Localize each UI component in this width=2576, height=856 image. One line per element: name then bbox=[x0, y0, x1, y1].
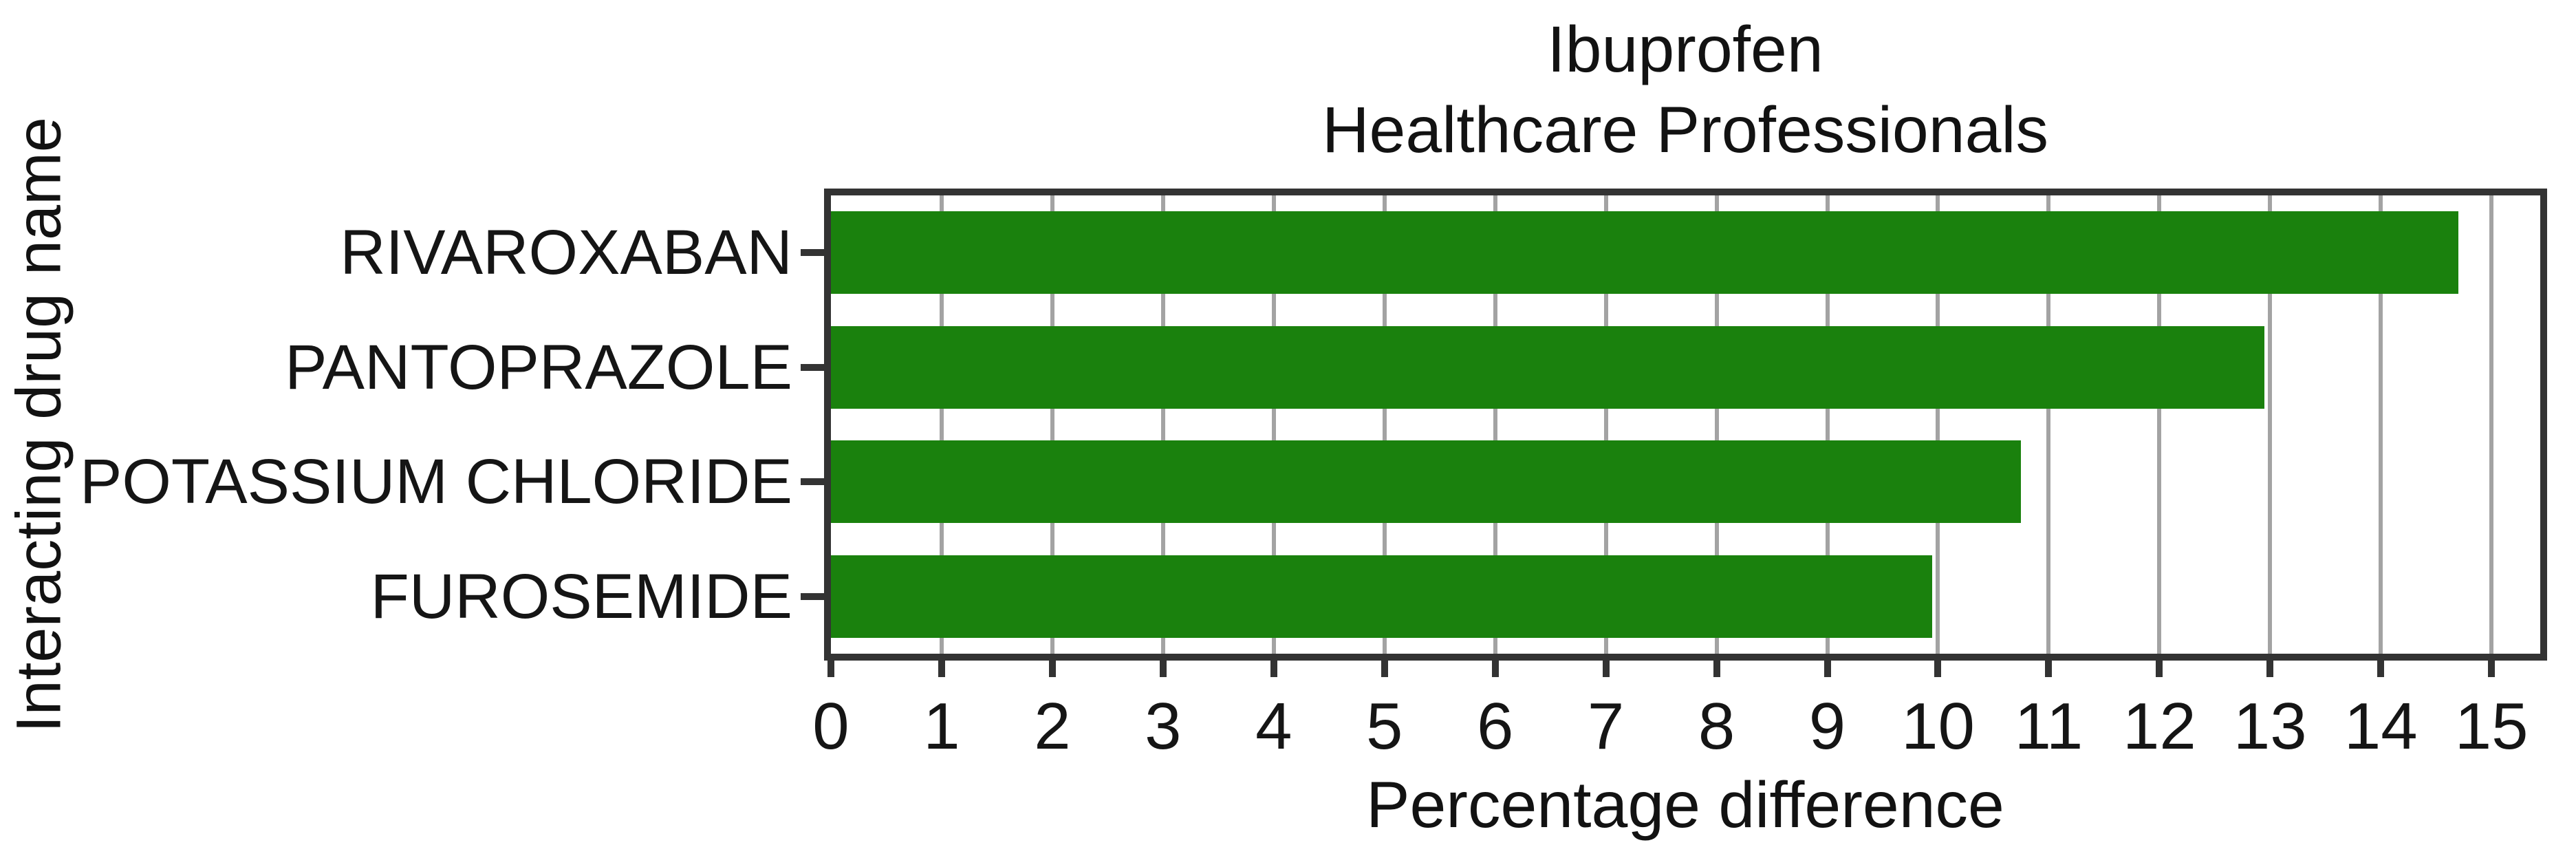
gridline-x11 bbox=[2046, 195, 2051, 654]
x-tick-label-9: 9 bbox=[1808, 689, 1846, 763]
gridline-x15 bbox=[2489, 195, 2494, 654]
x-axis-label: Percentage difference bbox=[1366, 769, 2004, 842]
y-tick-label-rivaroxaban: RIVAROXABAN bbox=[340, 217, 792, 288]
bar-pantoprazole bbox=[831, 325, 2265, 409]
gridline-x2 bbox=[1050, 195, 1054, 654]
gridline-x12 bbox=[2157, 195, 2162, 654]
x-tick-5 bbox=[1381, 654, 1388, 677]
x-tick-label-2: 2 bbox=[1034, 689, 1071, 763]
gridline-x6 bbox=[1493, 195, 1497, 654]
x-tick-14 bbox=[2377, 654, 2385, 677]
x-tick-label-12: 12 bbox=[2122, 689, 2196, 763]
y-tick-label-potassium-chloride: POTASSIUM CHLORIDE bbox=[80, 447, 792, 517]
gridline-x1 bbox=[939, 195, 944, 654]
x-tick-label-7: 7 bbox=[1587, 689, 1625, 763]
x-tick-label-6: 6 bbox=[1476, 689, 1514, 763]
x-tick-15 bbox=[2488, 654, 2496, 677]
x-tick-10 bbox=[1934, 654, 1942, 677]
x-tick-6 bbox=[1491, 654, 1499, 677]
y-tick-label-pantoprazole: PANTOPRAZOLE bbox=[285, 332, 792, 403]
y-tick-1 bbox=[801, 249, 824, 257]
x-tick-1 bbox=[938, 654, 945, 677]
x-tick-label-5: 5 bbox=[1366, 689, 1403, 763]
x-tick-label-15: 15 bbox=[2454, 689, 2529, 763]
gridline-x9 bbox=[1825, 195, 1830, 654]
x-tick-label-8: 8 bbox=[1698, 689, 1735, 763]
x-tick-label-1: 1 bbox=[923, 689, 960, 763]
gridline-x10 bbox=[1936, 195, 1940, 654]
y-tick-label-furosemide: FUROSEMIDE bbox=[370, 561, 792, 632]
gridline-x8 bbox=[1714, 195, 1719, 654]
x-tick-13 bbox=[2266, 654, 2274, 677]
x-tick-4 bbox=[1270, 654, 1277, 677]
x-tick-2 bbox=[1048, 654, 1056, 677]
chart-title-line1: Ibuprofen bbox=[1547, 13, 1823, 86]
x-tick-label-3: 3 bbox=[1145, 689, 1182, 763]
gridline-x3 bbox=[1160, 195, 1165, 654]
gridline-x4 bbox=[1271, 195, 1276, 654]
bar-furosemide bbox=[831, 555, 1933, 638]
x-tick-label-4: 4 bbox=[1255, 689, 1292, 763]
plot-area bbox=[824, 189, 2547, 661]
x-tick-label-14: 14 bbox=[2344, 689, 2418, 763]
gridline-x14 bbox=[2379, 195, 2383, 654]
x-tick-12 bbox=[2156, 654, 2163, 677]
x-tick-3 bbox=[1159, 654, 1167, 677]
y-tick-3 bbox=[801, 478, 824, 486]
x-tick-9 bbox=[1823, 654, 1831, 677]
x-tick-7 bbox=[1602, 654, 1610, 677]
y-tick-4 bbox=[801, 592, 824, 600]
y-tick-2 bbox=[801, 363, 824, 371]
x-tick-label-13: 13 bbox=[2233, 689, 2307, 763]
x-tick-11 bbox=[2045, 654, 2053, 677]
x-tick-label-11: 11 bbox=[2014, 689, 2083, 763]
x-tick-0 bbox=[827, 654, 834, 677]
chart-title: Ibuprofen Healthcare Professionals bbox=[929, 10, 2442, 171]
y-axis-label: Interacting drug name bbox=[3, 117, 74, 733]
x-tick-8 bbox=[1713, 654, 1720, 677]
x-tick-label-0: 0 bbox=[812, 689, 849, 763]
chart-title-line2: Healthcare Professionals bbox=[1321, 93, 2049, 167]
bar-rivaroxaban bbox=[831, 211, 2458, 295]
x-tick-label-10: 10 bbox=[1901, 689, 1975, 763]
bar-potassium-chloride bbox=[831, 440, 2022, 524]
gridline-x13 bbox=[2268, 195, 2273, 654]
gridline-x7 bbox=[1603, 195, 1608, 654]
gridline-x5 bbox=[1382, 195, 1387, 654]
